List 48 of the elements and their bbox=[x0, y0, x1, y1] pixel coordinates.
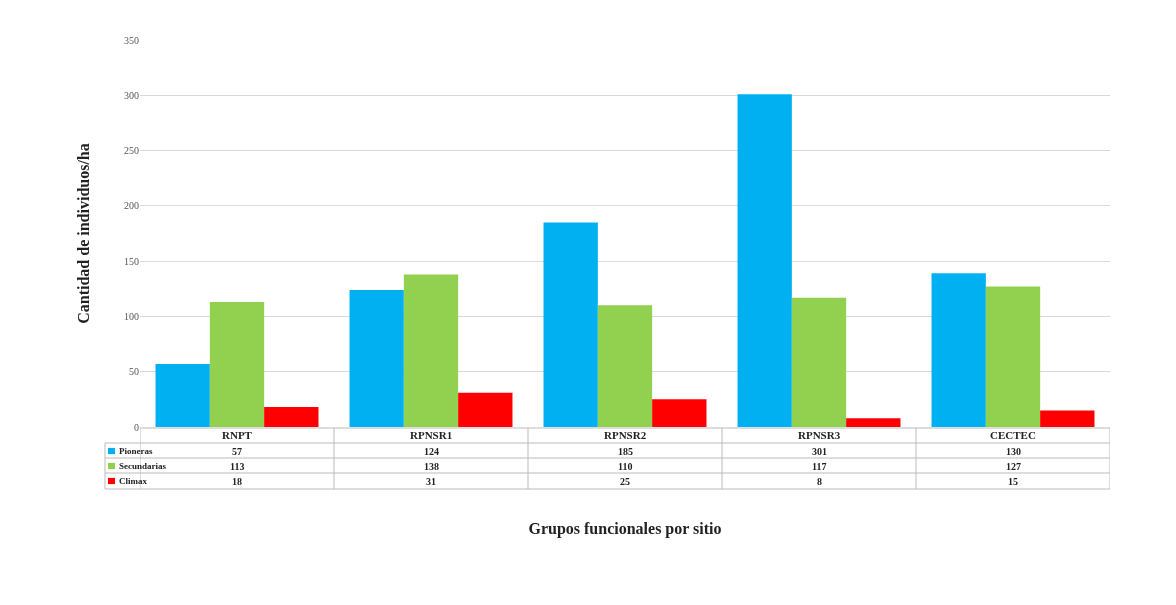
x-tick-label: RPNSR3 bbox=[798, 429, 841, 441]
bar bbox=[597, 305, 653, 427]
x-axis-title: Grupos funcionales por sitio bbox=[528, 519, 722, 538]
text: 127 bbox=[1006, 461, 1021, 472]
bar bbox=[403, 274, 459, 427]
bar bbox=[846, 418, 901, 427]
y-tick-label: 350 bbox=[124, 34, 139, 46]
x-tick-label: RPNSR1 bbox=[410, 429, 453, 441]
bar bbox=[458, 392, 513, 427]
text: 57 bbox=[232, 446, 242, 457]
text: 8 bbox=[817, 476, 822, 487]
text: 138 bbox=[424, 461, 439, 472]
text: 124 bbox=[424, 446, 439, 457]
y-tick-label: 100 bbox=[124, 310, 139, 322]
text: 31 bbox=[426, 476, 436, 487]
bar bbox=[264, 407, 319, 427]
x-tick-label: RPNSR2 bbox=[604, 429, 647, 441]
bar bbox=[209, 302, 265, 427]
y-tick-label: 300 bbox=[124, 89, 139, 101]
text: 301 bbox=[812, 446, 827, 457]
x-tick-label: RNPT bbox=[222, 429, 253, 441]
text: 185 bbox=[618, 446, 633, 457]
y-tick-label: 150 bbox=[124, 255, 139, 267]
x-tick-label: CECTEC bbox=[990, 429, 1036, 441]
y-axis-title: Cantidad de individuos/ha bbox=[74, 143, 92, 324]
y-tick-label: 50 bbox=[129, 366, 139, 378]
legend-label: Secundarias bbox=[119, 461, 167, 471]
text: 18 bbox=[232, 476, 242, 487]
bar bbox=[349, 289, 404, 427]
bar bbox=[985, 286, 1041, 427]
bar bbox=[543, 222, 598, 427]
text: 130 bbox=[1006, 446, 1021, 457]
bar bbox=[737, 94, 792, 427]
y-tick-label: 200 bbox=[124, 200, 139, 212]
y-tick-label: 0 bbox=[134, 421, 139, 433]
bar bbox=[791, 297, 847, 427]
text: 113 bbox=[230, 461, 245, 472]
bar bbox=[1040, 410, 1095, 427]
text: 110 bbox=[618, 461, 633, 472]
legend-label: Climax bbox=[119, 476, 148, 486]
text: 117 bbox=[812, 461, 827, 472]
bar bbox=[931, 273, 986, 427]
text: 25 bbox=[620, 476, 630, 487]
y-tick-label: 250 bbox=[124, 145, 139, 157]
bar bbox=[652, 399, 707, 427]
text: 15 bbox=[1008, 476, 1018, 487]
bar bbox=[155, 363, 210, 427]
legend-label: Pioneras bbox=[119, 446, 153, 456]
